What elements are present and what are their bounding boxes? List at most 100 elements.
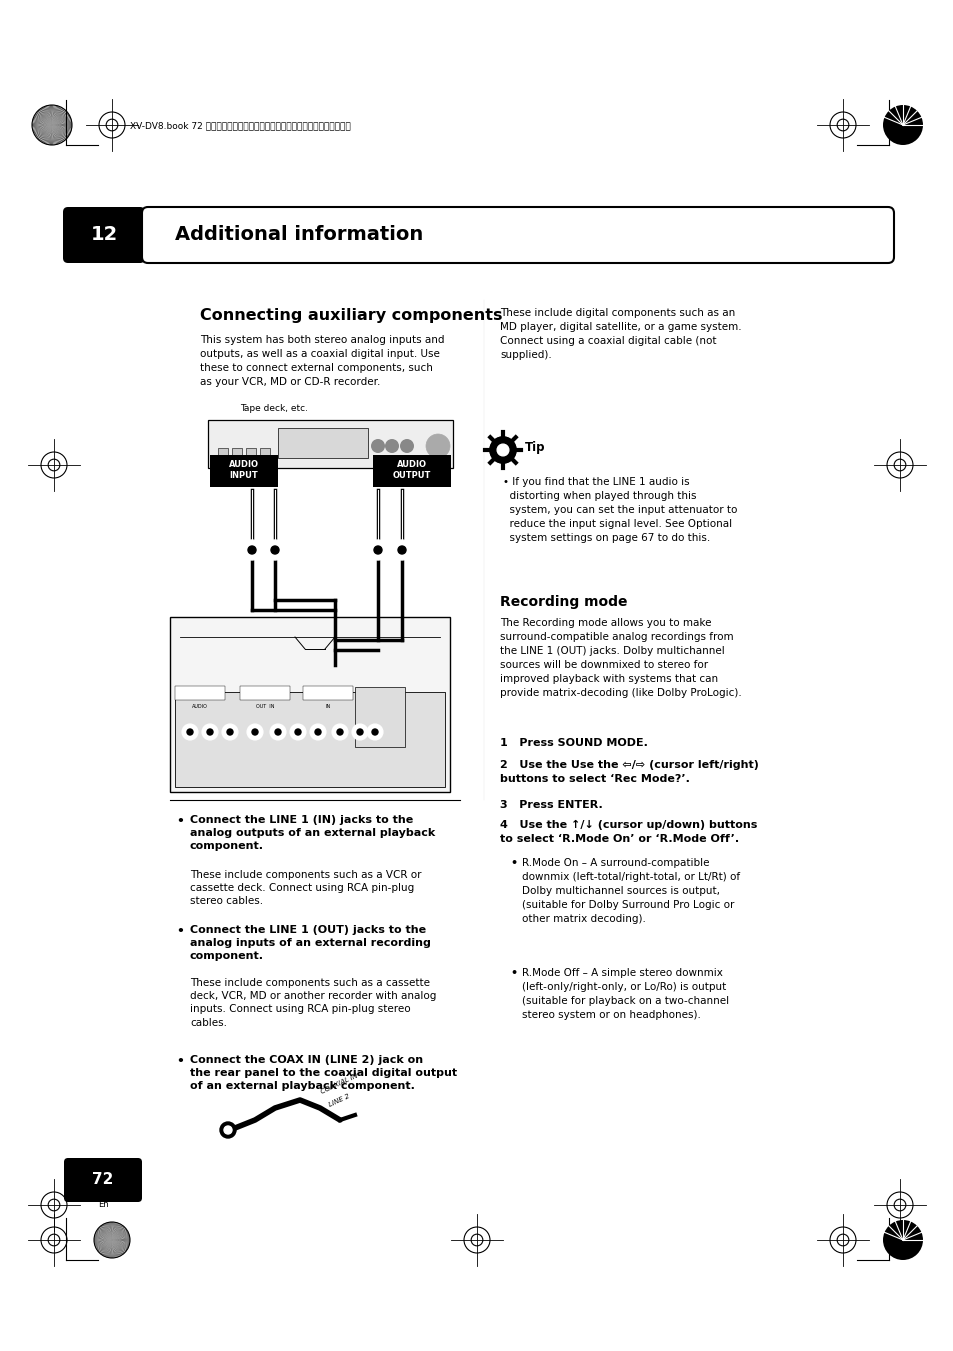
Wedge shape <box>94 1236 112 1240</box>
Circle shape <box>372 730 377 735</box>
Wedge shape <box>48 126 52 145</box>
Wedge shape <box>105 1223 112 1240</box>
Wedge shape <box>112 1240 116 1258</box>
Wedge shape <box>96 1231 112 1240</box>
Wedge shape <box>97 1240 112 1251</box>
Wedge shape <box>52 126 71 132</box>
Wedge shape <box>98 1240 112 1252</box>
Text: 1   Press SOUND MODE.: 1 Press SOUND MODE. <box>499 738 647 748</box>
Wedge shape <box>32 126 52 127</box>
Wedge shape <box>112 1235 130 1240</box>
Circle shape <box>290 724 306 740</box>
Text: 12: 12 <box>91 224 117 243</box>
Wedge shape <box>52 126 60 143</box>
Wedge shape <box>52 126 70 135</box>
Wedge shape <box>112 1228 126 1240</box>
Wedge shape <box>33 118 52 126</box>
Bar <box>303 686 353 700</box>
Text: The Recording mode allows you to make
surround-compatible analog recordings from: The Recording mode allows you to make su… <box>499 617 741 698</box>
Text: LINE 2: LINE 2 <box>328 1093 351 1108</box>
Text: OUT  IN: OUT IN <box>255 704 274 709</box>
Wedge shape <box>94 1240 112 1242</box>
Circle shape <box>356 730 363 735</box>
Text: AUDIO
OUTPUT: AUDIO OUTPUT <box>393 459 431 480</box>
Wedge shape <box>98 1228 112 1240</box>
Wedge shape <box>37 126 52 139</box>
Wedge shape <box>112 1240 117 1258</box>
Wedge shape <box>41 126 52 142</box>
Wedge shape <box>52 126 62 143</box>
Wedge shape <box>102 1225 112 1240</box>
Circle shape <box>247 724 263 740</box>
Wedge shape <box>112 1240 124 1254</box>
Wedge shape <box>49 126 52 145</box>
Wedge shape <box>44 107 52 126</box>
Wedge shape <box>112 1227 124 1240</box>
Wedge shape <box>52 126 58 145</box>
Wedge shape <box>112 1231 128 1240</box>
Wedge shape <box>52 115 70 126</box>
Circle shape <box>248 546 255 554</box>
Circle shape <box>426 434 450 458</box>
Wedge shape <box>36 112 52 126</box>
Bar <box>246 449 255 457</box>
Text: These include components such as a VCR or
cassette deck. Connect using RCA pin-p: These include components such as a VCR o… <box>190 870 421 907</box>
Wedge shape <box>112 1223 115 1240</box>
Circle shape <box>265 540 285 561</box>
Bar <box>174 692 444 788</box>
Wedge shape <box>112 1227 125 1240</box>
Wedge shape <box>112 1224 119 1240</box>
Wedge shape <box>32 120 52 126</box>
Wedge shape <box>100 1227 112 1240</box>
Bar <box>174 686 225 700</box>
Circle shape <box>294 730 301 735</box>
Wedge shape <box>99 1227 112 1240</box>
Wedge shape <box>52 126 69 136</box>
Wedge shape <box>112 1223 118 1240</box>
Wedge shape <box>112 1240 120 1256</box>
Text: • If you find that the LINE 1 audio is
  distorting when played through this
  s: • If you find that the LINE 1 audio is d… <box>502 477 737 543</box>
Wedge shape <box>35 126 52 136</box>
Wedge shape <box>52 107 60 126</box>
Wedge shape <box>112 1223 114 1240</box>
Bar <box>170 617 450 792</box>
Bar <box>373 455 451 486</box>
Wedge shape <box>95 1232 112 1240</box>
Wedge shape <box>110 1223 112 1240</box>
Wedge shape <box>95 1232 112 1240</box>
Text: Additional information: Additional information <box>174 224 423 243</box>
Wedge shape <box>112 1240 119 1256</box>
Wedge shape <box>112 1240 130 1243</box>
Wedge shape <box>32 122 52 126</box>
Wedge shape <box>52 126 71 128</box>
Wedge shape <box>94 1238 112 1240</box>
Wedge shape <box>38 126 52 139</box>
Wedge shape <box>34 116 52 126</box>
Circle shape <box>352 724 368 740</box>
Wedge shape <box>112 1240 129 1246</box>
Wedge shape <box>33 126 52 134</box>
Wedge shape <box>45 105 52 126</box>
Text: Connect the LINE 1 (IN) jacks to the
analog outputs of an external playback
comp: Connect the LINE 1 (IN) jacks to the ana… <box>190 815 435 851</box>
Wedge shape <box>42 108 52 126</box>
Wedge shape <box>52 126 71 127</box>
Wedge shape <box>108 1240 112 1258</box>
Wedge shape <box>96 1240 112 1250</box>
Wedge shape <box>110 1240 112 1258</box>
FancyBboxPatch shape <box>63 207 145 263</box>
Wedge shape <box>112 1239 130 1240</box>
Wedge shape <box>38 126 52 141</box>
Bar <box>218 449 228 457</box>
Wedge shape <box>36 126 52 138</box>
Circle shape <box>224 1125 232 1133</box>
Wedge shape <box>112 1240 122 1255</box>
Wedge shape <box>112 1224 121 1240</box>
Circle shape <box>336 730 343 735</box>
Circle shape <box>187 730 193 735</box>
Wedge shape <box>33 126 52 132</box>
Circle shape <box>227 730 233 735</box>
Text: Tape deck, etc.: Tape deck, etc. <box>240 404 308 413</box>
Wedge shape <box>52 116 70 126</box>
Wedge shape <box>101 1225 112 1240</box>
Wedge shape <box>46 126 52 145</box>
